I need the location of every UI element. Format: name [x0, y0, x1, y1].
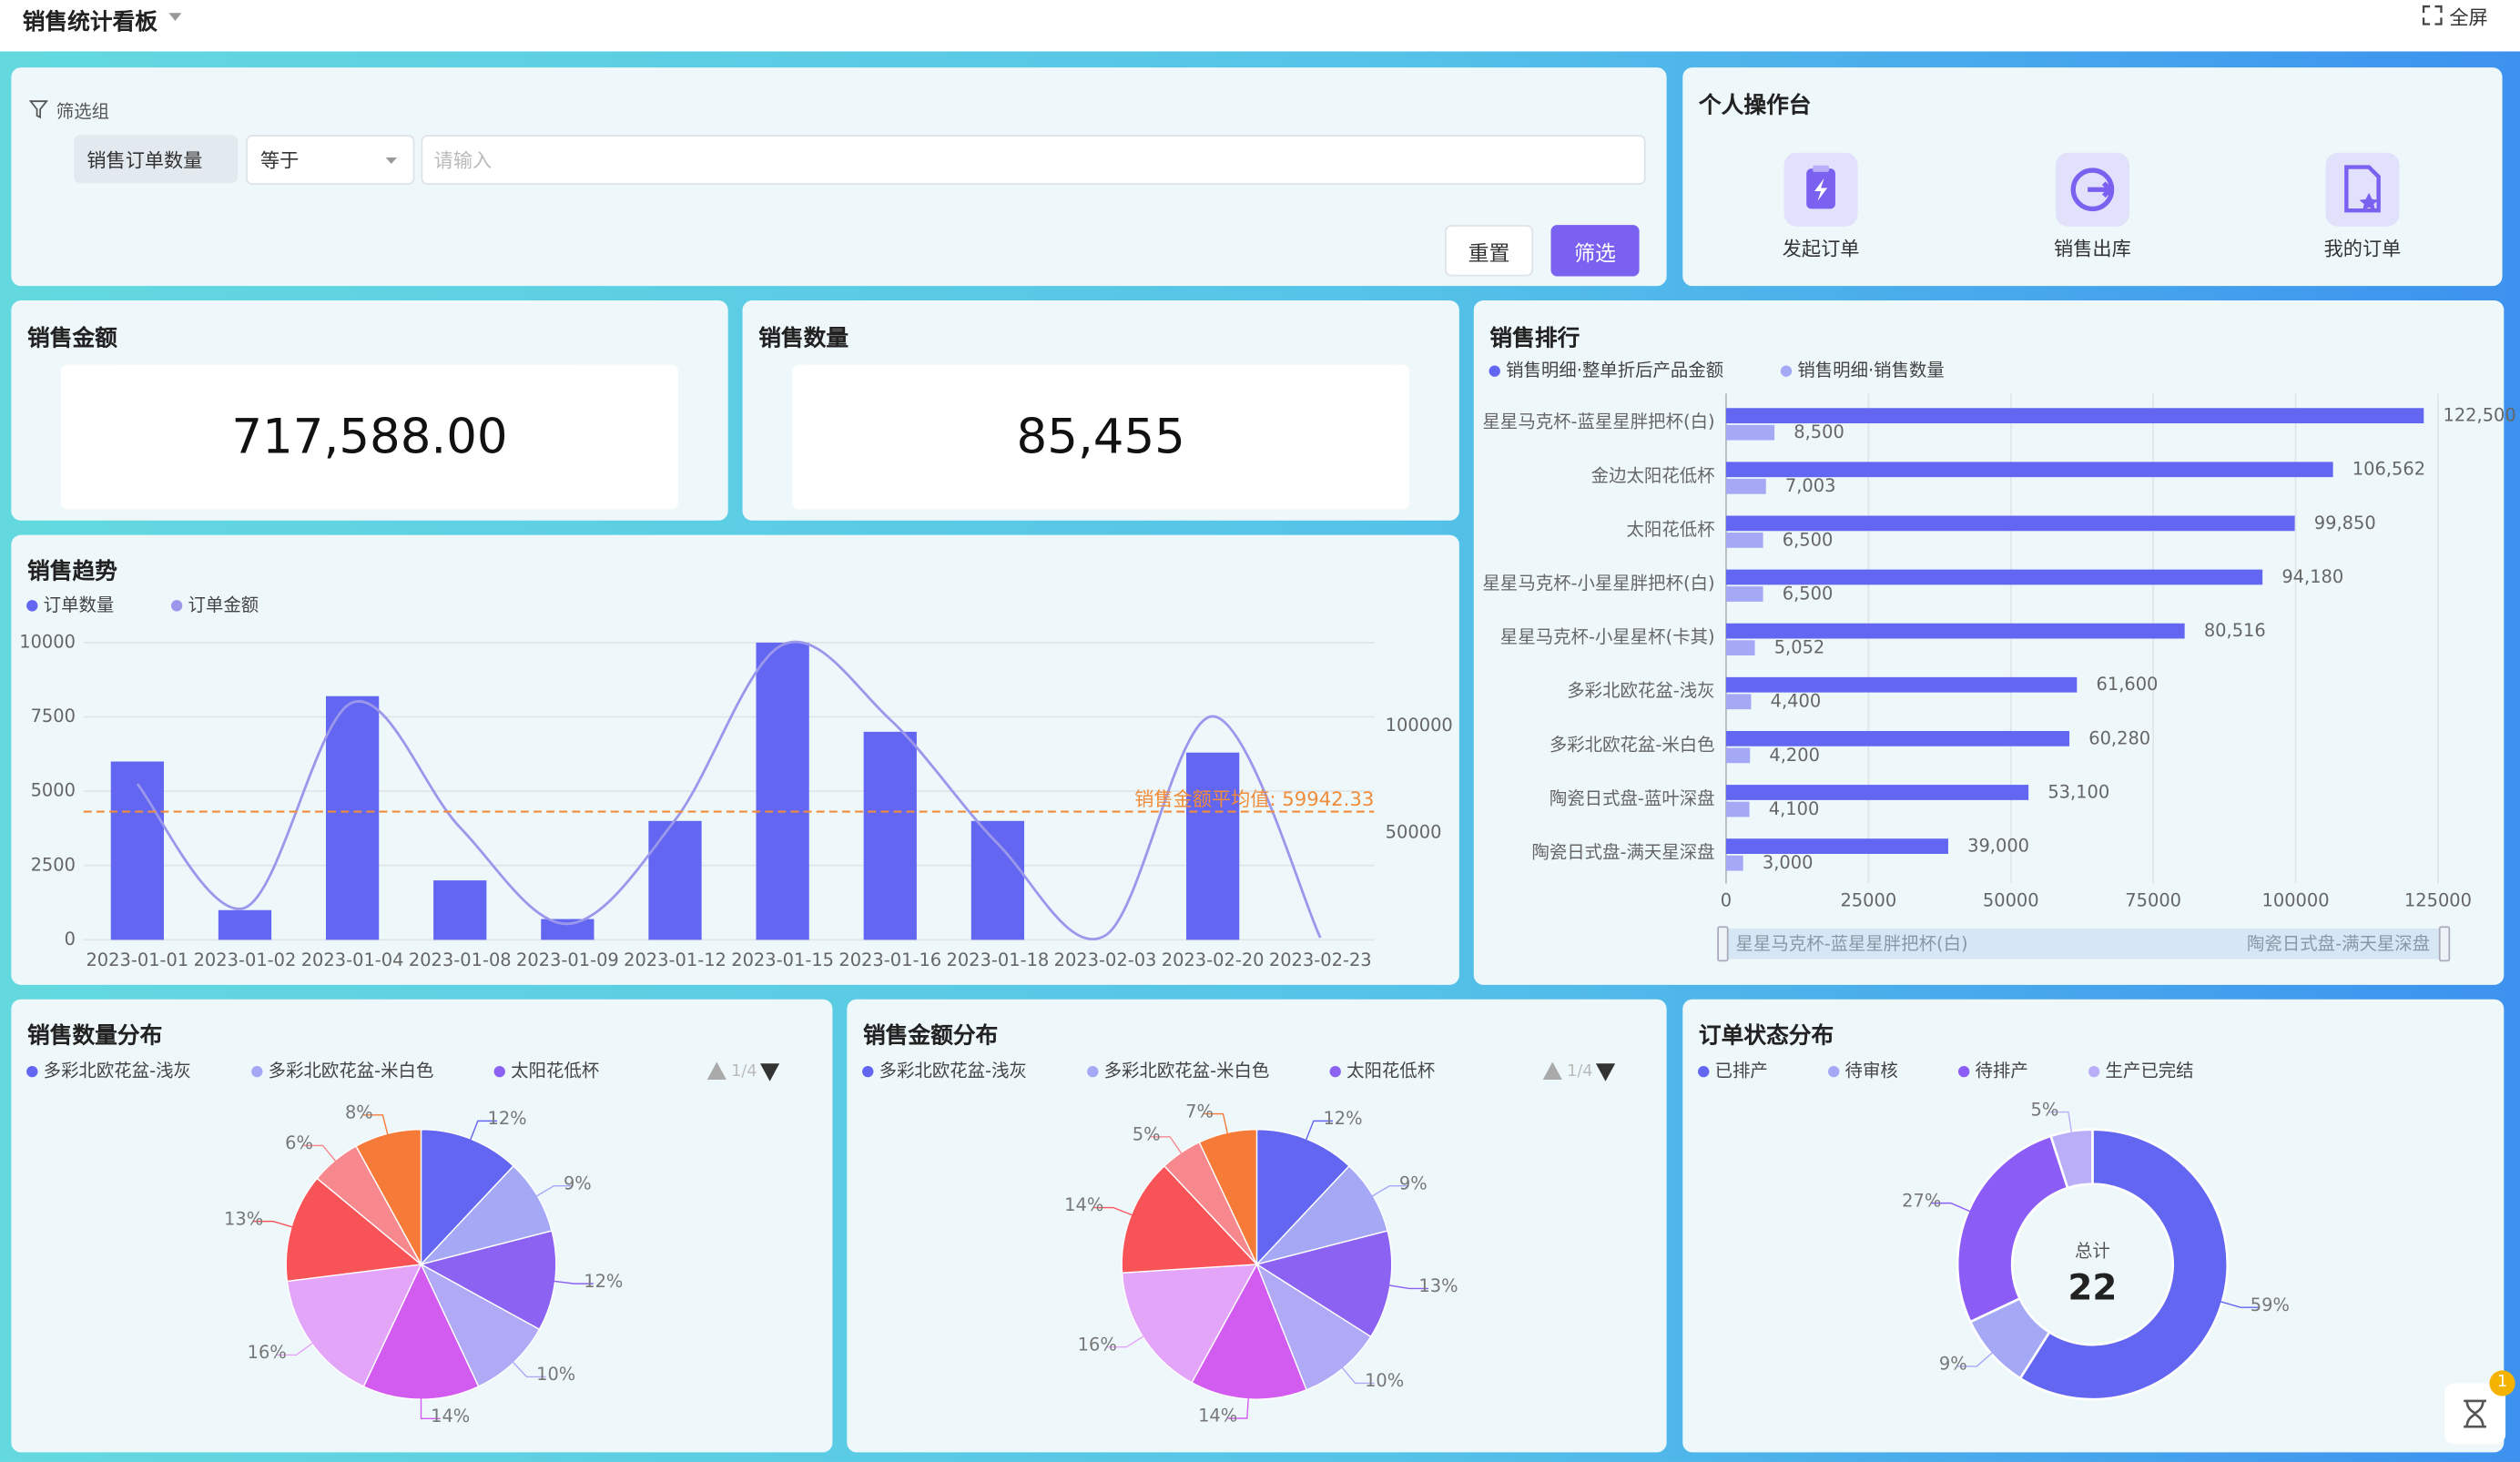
chart-title: 销售数量分布 — [27, 1023, 163, 1050]
kpi-panel: 销售数量 85,455 — [742, 300, 1459, 521]
action-label[interactable]: 我的订单 — [2323, 238, 2402, 260]
filter-group-label: 筛选组 — [56, 101, 110, 123]
hourglass-icon — [2464, 1399, 2486, 1428]
operator-text: 等于 — [259, 149, 300, 172]
filter-operator[interactable]: 等于 — [246, 135, 415, 185]
workbench-panel: 个人操作台 发起订单 销售出库 我的订单 — [1682, 67, 2503, 287]
top-bar: 销售统计看板 全屏 — [0, 0, 2520, 52]
chart-title: 销售排行 — [1489, 326, 1580, 352]
reset-button[interactable]: 重置 — [1445, 225, 1534, 277]
pie-panel: 销售数量分布 — [11, 999, 833, 1453]
chart-title: 销售趋势 — [27, 559, 117, 585]
kpi-value: 85,455 — [792, 364, 1410, 510]
fullscreen-button[interactable]: 全屏 — [2449, 6, 2488, 29]
action-icon[interactable] — [1783, 152, 1858, 227]
kpi-title: 销售数量 — [758, 326, 849, 352]
filter-panel: 筛选组 销售订单数量 等于 请输入 重置 筛选 — [11, 67, 1667, 287]
action-icon[interactable] — [2325, 152, 2400, 227]
badge: 1 — [2489, 1370, 2515, 1396]
kpi-value: 717,588.00 — [61, 364, 678, 510]
fullscreen-icon[interactable] — [2422, 5, 2443, 25]
title-dropdown-icon[interactable] — [168, 13, 182, 23]
select-arrow — [385, 157, 398, 165]
chart-title: 订单状态分布 — [1698, 1023, 1834, 1050]
action-label[interactable]: 发起订单 — [1782, 238, 1860, 260]
action-label[interactable]: 销售出库 — [2054, 238, 2131, 260]
pie-panel: 销售金额分布 — [847, 999, 1667, 1453]
kpi-panel: 销售金额 717,588.00 — [11, 300, 728, 521]
filter-icon — [28, 100, 48, 119]
chart-title: 销售金额分布 — [862, 1023, 999, 1050]
action-icon[interactable] — [2055, 152, 2130, 227]
filter-input[interactable]: 请输入 — [421, 135, 1646, 185]
filter-field: 销售订单数量 — [74, 135, 239, 184]
donut-panel: 订单状态分布 — [1682, 999, 2505, 1453]
kpi-title: 销售金额 — [27, 326, 117, 352]
workbench-title: 个人操作台 — [1698, 93, 1812, 119]
trend-panel: 销售趋势 — [11, 534, 1459, 985]
ranking-panel: 销售排行 — [1473, 300, 2505, 985]
submit-button[interactable]: 筛选 — [1550, 225, 1640, 277]
page-title: 销售统计看板 — [22, 9, 158, 36]
assistant-button[interactable]: 1 — [2444, 1370, 2515, 1445]
